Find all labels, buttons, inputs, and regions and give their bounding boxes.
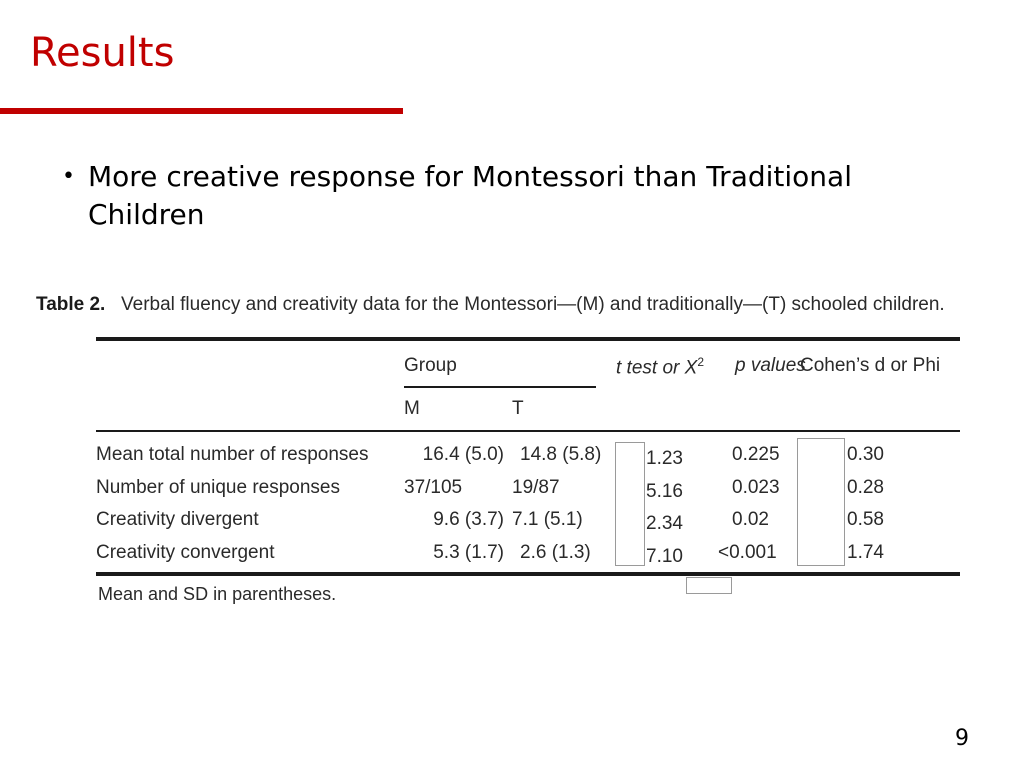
cell-effect: 0.28 [847, 477, 884, 498]
cell-effect: 0.30 [847, 444, 884, 465]
cell-test: 1.23 [646, 448, 683, 469]
bullet-icon: • [62, 164, 75, 189]
header-m: M [404, 398, 420, 419]
cell-p: 0.02 [732, 509, 769, 530]
page-number: 9 [955, 726, 969, 751]
cell-test: 5.16 [646, 481, 683, 502]
cell-m: 37/105 [404, 477, 463, 498]
header-test: t test or X2 [616, 355, 704, 379]
cell-effect: 1.74 [847, 542, 884, 563]
table-bottom-rule [96, 572, 960, 576]
row-label: Number of unique responses [96, 477, 340, 498]
row-label: Mean total number of responses [96, 444, 369, 465]
row-label: Creativity convergent [96, 542, 275, 563]
slide-title: Results [30, 30, 175, 76]
table-label: Table 2. [36, 294, 106, 315]
overlay-box [797, 438, 845, 566]
cell-p: <0.001 [718, 542, 777, 563]
header-effect: Cohen’s d or Phi [800, 355, 941, 376]
header-group: Group [404, 355, 457, 376]
header-t: T [512, 398, 524, 419]
table-top-rule [96, 337, 960, 341]
cell-p: 0.225 [732, 444, 780, 465]
header-p: p values [735, 355, 806, 376]
cell-effect: 0.58 [847, 509, 884, 530]
group-rule [404, 386, 596, 388]
cell-p: 0.023 [732, 477, 780, 498]
cell-t: 7.1 (5.1) [512, 509, 583, 530]
cell-test: 7.10 [646, 546, 683, 567]
cell-m: 9.6 (3.7) [433, 509, 504, 530]
cell-t: 19/87 [512, 477, 560, 498]
table-caption: Verbal fluency and creativity data for t… [121, 294, 945, 315]
cell-t: 2.6 (1.3) [520, 542, 591, 563]
header-bottom-rule [96, 430, 960, 432]
table-footnote: Mean and SD in parentheses. [98, 584, 337, 604]
title-underline [0, 108, 403, 114]
bullet-text: More creative response for Montessori th… [88, 160, 852, 231]
cell-m: 16.4 (5.0) [422, 444, 504, 465]
cell-t: 14.8 (5.8) [520, 444, 602, 465]
cell-m: 5.3 (1.7) [433, 542, 504, 563]
cell-test: 2.34 [646, 513, 683, 534]
overlay-box [686, 577, 732, 594]
row-label: Creativity divergent [96, 509, 259, 530]
overlay-box [615, 442, 645, 566]
